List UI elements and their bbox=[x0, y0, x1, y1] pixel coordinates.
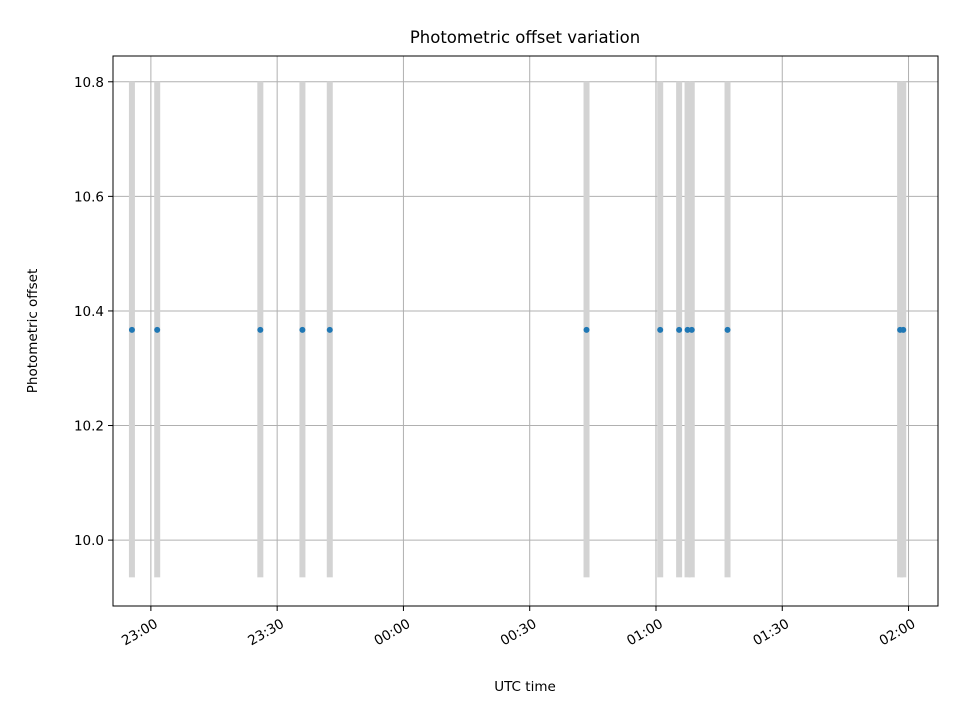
x-tick-label: 01:30 bbox=[750, 616, 792, 649]
data-point bbox=[299, 326, 306, 333]
chart-title: Photometric offset variation bbox=[410, 28, 640, 47]
x-tick-label: 23:00 bbox=[119, 616, 161, 649]
y-tick-label: 10.4 bbox=[74, 304, 104, 320]
x-tick-label: 02:00 bbox=[877, 616, 919, 649]
y-tick-label: 10.6 bbox=[74, 189, 104, 205]
data-point bbox=[900, 326, 907, 333]
y-tick-label: 10.8 bbox=[74, 75, 104, 91]
y-axis-label: Photometric offset bbox=[25, 269, 41, 393]
data-points bbox=[128, 326, 907, 333]
x-axis-label: UTC time bbox=[494, 679, 556, 695]
data-point bbox=[684, 326, 691, 333]
x-tick-label: 00:00 bbox=[372, 616, 414, 649]
y-tick-label: 10.0 bbox=[74, 533, 104, 549]
x-tick-label: 00:30 bbox=[498, 616, 540, 649]
data-point bbox=[657, 326, 664, 333]
plot-background bbox=[113, 56, 938, 606]
x-tick-label: 01:00 bbox=[624, 616, 666, 649]
data-point bbox=[583, 326, 590, 333]
data-point bbox=[688, 326, 695, 333]
data-point bbox=[326, 326, 333, 333]
x-tick-label: 23:30 bbox=[245, 616, 287, 649]
data-point bbox=[676, 326, 683, 333]
grid bbox=[113, 56, 938, 606]
data-point bbox=[257, 326, 264, 333]
data-point bbox=[724, 326, 731, 333]
y-tick-label: 10.2 bbox=[74, 419, 104, 435]
data-point bbox=[154, 326, 161, 333]
data-point bbox=[128, 326, 135, 333]
plot-frame bbox=[112, 55, 939, 607]
